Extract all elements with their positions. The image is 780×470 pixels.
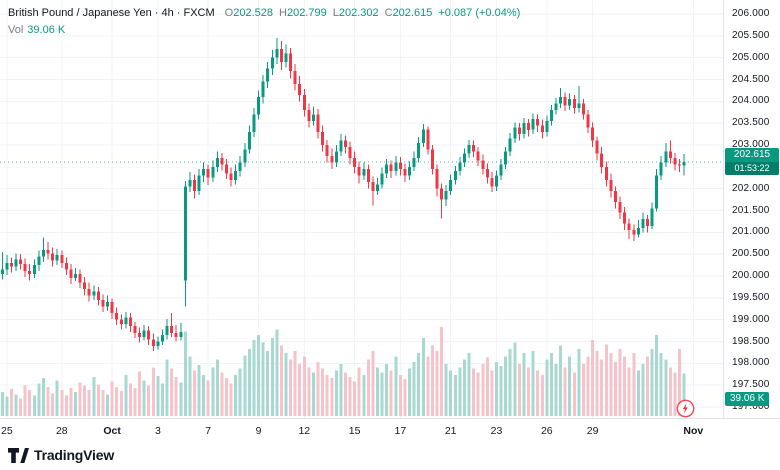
bar-countdown: 01:53:22	[725, 162, 779, 175]
price-tick-label: 198.500	[732, 335, 770, 347]
time-tick-label: 26	[540, 425, 553, 437]
tradingview-logo-icon	[8, 447, 29, 463]
tradingview-logo[interactable]: TradingView	[8, 447, 114, 463]
ohlc-close-value: 202.615	[392, 7, 433, 19]
volume-value: 39.06 K	[27, 24, 66, 36]
ohlc-high-value: 202.799	[286, 7, 327, 19]
price-tick-label: 203.000	[732, 139, 770, 150]
time-tick-label: 3	[154, 425, 161, 437]
instant-trading-button[interactable]	[676, 399, 695, 418]
price-tick-label: 198.000	[732, 357, 770, 369]
price-tick-label: 199.000	[732, 313, 770, 325]
last-price-value: 202.615	[733, 149, 771, 160]
time-tick-label: 28	[55, 425, 68, 437]
last-price-badge: 202.615 01:53:22	[725, 148, 779, 175]
symbol-title[interactable]: British Pound / Japanese Yen · 4h · FXCM	[8, 7, 215, 19]
time-tick-label: 7	[205, 425, 212, 437]
time-tick-label: 17	[394, 425, 407, 437]
price-tick-label: 203.500	[732, 117, 770, 129]
footer: TradingView	[8, 447, 114, 463]
price-tick-label: 199.500	[732, 291, 770, 303]
price-tick-label: 200.000	[732, 270, 770, 281]
ohlc-low-label: L	[332, 7, 339, 19]
time-axis[interactable]: 25 28 Oct 3 7 9 12 15 17 21 23 26 29 Nov	[0, 418, 780, 445]
legend: British Pound / Japanese Yen · 4h · FXCM…	[8, 5, 520, 39]
time-tick-label: Nov	[683, 425, 704, 437]
ohlc-open-value: 202.528	[233, 7, 273, 19]
ohlc-high-label: H	[279, 7, 287, 19]
ohlc-change: +0.087 (+0.04%)	[438, 7, 521, 19]
price-tick-label: 202.000	[732, 182, 770, 194]
legend-row-volume: Vol 39.06 K	[8, 22, 520, 39]
price-tick-label: 206.000	[732, 8, 770, 19]
lightning-icon	[676, 399, 695, 418]
price-tick-label: 205.000	[732, 51, 770, 63]
price-tick-label: 197.000	[732, 401, 770, 412]
time-tick-label: 29	[586, 425, 599, 437]
ohlc-close-label: C	[384, 7, 393, 19]
time-tick-label: 21	[444, 425, 457, 437]
chart-plot-area[interactable]: British Pound / Japanese Yen · 4h · FXCM…	[0, 0, 723, 418]
price-tick-label: 204.000	[732, 95, 770, 107]
price-axis[interactable]: 202.615 01:53:22 39.06 K 206.000 205.500 2…	[723, 0, 780, 418]
time-tick-label: 23	[490, 425, 503, 437]
ohlc-open-label: O	[224, 7, 234, 19]
time-tick-label: 15	[348, 425, 361, 437]
time-tick-label: Oct	[103, 425, 121, 437]
price-tick-label: 200.500	[732, 248, 770, 260]
time-tick-label: 25	[1, 425, 13, 437]
tradingview-logo-text: TradingView	[34, 447, 115, 463]
price-tick-label: 197.500	[732, 379, 770, 391]
ohlc-low-value: 202.302	[338, 7, 379, 19]
chart-canvas[interactable]	[0, 0, 723, 418]
price-tick-label: 204.500	[732, 73, 770, 85]
volume-label: Vol	[8, 24, 24, 36]
time-tick-label: 12	[298, 425, 311, 437]
time-tick-label: 9	[255, 425, 262, 437]
price-tick-label: 201.500	[732, 204, 770, 216]
volume-badge: 39.06 K	[725, 392, 770, 406]
price-tick-label: 201.000	[732, 226, 770, 238]
price-tick-label: 205.500	[732, 29, 770, 41]
legend-row-symbol: British Pound / Japanese Yen · 4h · FXCM…	[8, 5, 520, 22]
